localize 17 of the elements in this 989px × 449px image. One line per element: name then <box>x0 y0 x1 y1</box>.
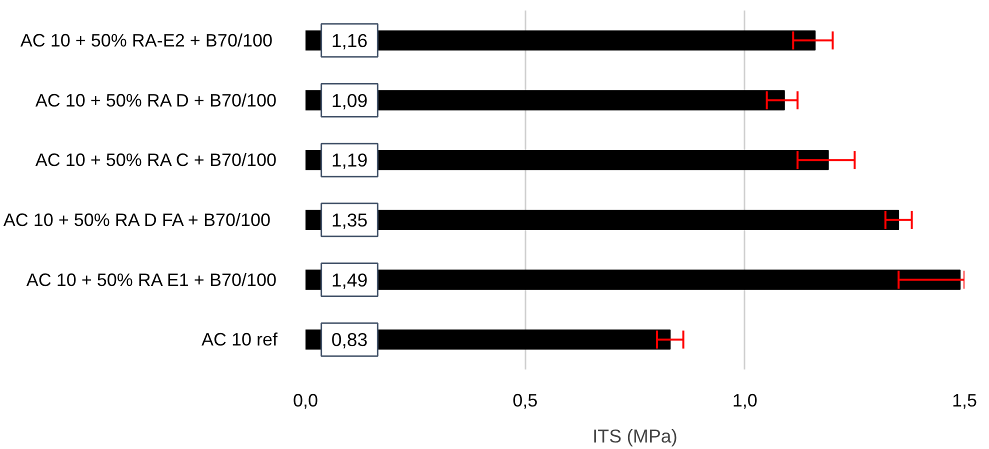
y-tick-label: AC 10 + 50% RA C + B70/100 <box>35 150 277 170</box>
y-tick-label: AC 10 + 50% RA E1 + B70/100 <box>26 270 277 290</box>
x-tick-label: 0,0 <box>292 390 318 410</box>
x-tick-label: 1,5 <box>952 390 978 410</box>
data-label: 1,35 <box>331 209 368 230</box>
data-label: 0,83 <box>331 329 368 350</box>
y-tick-label: AC 10 + 50% RA-E2 + B70/100 <box>20 30 273 50</box>
x-tick-label: 0,5 <box>512 390 538 410</box>
y-tick-label: AC 10 ref <box>201 330 278 350</box>
data-label: 1,49 <box>331 269 368 290</box>
data-label: 1,09 <box>331 90 368 111</box>
data-label: 1,16 <box>331 30 368 51</box>
x-axis-title: ITS (MPa) <box>592 426 678 446</box>
x-tick-label: 1,0 <box>732 390 758 410</box>
y-tick-label: AC 10 + 50% RA D FA + B70/100 <box>3 210 271 230</box>
y-tick-label: AC 10 + 50% RA D + B70/100 <box>35 90 277 110</box>
data-label: 1,19 <box>331 150 368 171</box>
